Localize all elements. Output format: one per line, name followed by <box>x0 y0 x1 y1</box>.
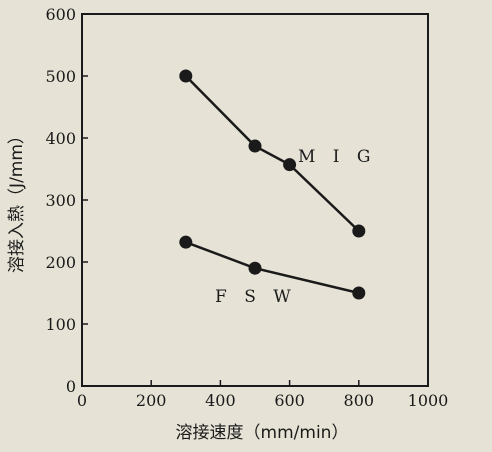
y-tick-label: 500 <box>45 67 76 86</box>
data-point <box>179 69 193 83</box>
x-tick-label: 200 <box>136 391 167 410</box>
x-tick-label: 400 <box>205 391 236 410</box>
y-tick-label: 600 <box>45 5 76 24</box>
series-label-mig: M I G <box>298 147 377 167</box>
plot-frame <box>81 13 429 387</box>
data-point <box>248 139 262 153</box>
x-tick-label: 800 <box>344 391 375 410</box>
y-tick-label: 300 <box>45 191 76 210</box>
y-tick-label: 100 <box>45 315 76 334</box>
y-tick-label: 200 <box>45 253 76 272</box>
x-tick-label: 1000 <box>408 391 449 410</box>
x-axis-title: 溶接速度（mm/min） <box>176 423 349 443</box>
series-line-1 <box>185 240 360 295</box>
x-tick-label: 0 <box>77 391 87 410</box>
series-label-fsw: F S W <box>215 287 297 307</box>
y-tick-label: 400 <box>45 129 76 148</box>
data-point <box>352 224 366 238</box>
series-line-0 <box>184 75 360 232</box>
data-point <box>179 235 193 249</box>
y-tick-label: 0 <box>66 377 76 396</box>
x-tick-label: 600 <box>274 391 305 410</box>
y-axis-title: 溶接入熱（J/mm） <box>7 127 27 273</box>
data-point <box>248 261 262 275</box>
data-point <box>352 286 366 300</box>
data-point <box>283 158 297 172</box>
